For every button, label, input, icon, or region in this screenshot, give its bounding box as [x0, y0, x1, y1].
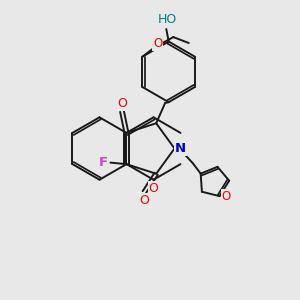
Text: N: N — [175, 142, 186, 155]
Text: F: F — [99, 156, 108, 169]
Text: O: O — [117, 97, 127, 110]
Text: O: O — [153, 38, 163, 50]
Text: O: O — [221, 190, 231, 202]
Text: O: O — [148, 182, 158, 195]
Text: O: O — [139, 194, 148, 207]
Text: HO: HO — [158, 13, 177, 26]
